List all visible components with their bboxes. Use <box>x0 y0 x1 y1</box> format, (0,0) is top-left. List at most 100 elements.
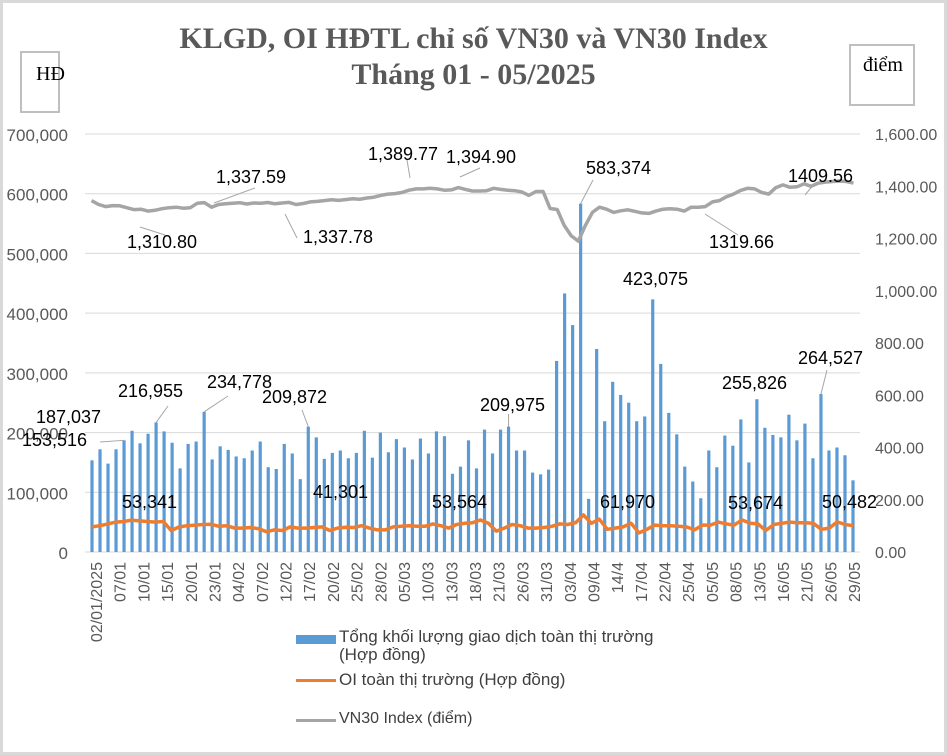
volume-bar <box>667 412 671 552</box>
legend-swatch-vn30 <box>296 719 336 722</box>
x-tick-label: 04/02 <box>231 562 248 602</box>
volume-bar <box>723 435 727 552</box>
volume-bar <box>827 450 831 552</box>
legend-item-vn30[interactable]: VN30 Index (điểm) <box>296 710 472 728</box>
x-tick-label: 20/02 <box>326 562 343 602</box>
volume-bar <box>763 427 767 552</box>
x-tick-label: 12/02 <box>279 562 296 602</box>
volume-bar <box>106 463 110 552</box>
x-tick-label: 05/05 <box>705 562 722 602</box>
volume-data-label: 583,374 <box>586 158 651 178</box>
x-tick-label: 09/04 <box>586 562 603 602</box>
x-tick-label: 13/03 <box>444 562 461 602</box>
volume-bar <box>643 416 647 552</box>
y-right-tick-label: 1,400.00 <box>875 179 937 196</box>
vn30-data-label: 1,394.90 <box>446 147 516 167</box>
volume-bar <box>619 394 623 552</box>
y-left-tick-label: 700,000 <box>7 126 68 145</box>
y-right-tick-label: 200.00 <box>875 493 924 510</box>
volume-bar <box>659 363 663 552</box>
volume-bar <box>266 467 270 552</box>
volume-bar <box>314 437 318 552</box>
y-left-tick-label: 0 <box>59 544 68 563</box>
volume-bar <box>138 443 142 552</box>
volume-bar <box>835 447 839 552</box>
volume-bar <box>691 481 695 552</box>
volume-bar <box>450 473 455 552</box>
x-tick-label: 21/03 <box>492 562 509 602</box>
volume-bar <box>242 458 246 552</box>
volume-bar <box>418 438 423 552</box>
volume-bar <box>338 450 342 552</box>
y-right-tick-label: 1,000.00 <box>875 284 937 301</box>
vn30-data-label-leader <box>213 187 256 204</box>
volume-bar <box>186 443 190 552</box>
volume-bar <box>378 432 382 552</box>
volume-data-label: 255,826 <box>722 373 787 393</box>
volume-data-label: 209,975 <box>480 395 545 415</box>
vn30-data-label-leader <box>406 159 411 179</box>
volume-bar <box>98 449 102 552</box>
volume-bar <box>346 458 350 552</box>
volume-data-label: 153,516 <box>22 430 87 450</box>
volume-bar <box>298 479 302 552</box>
y-left-tick-label: 600,000 <box>7 186 68 205</box>
volume-bar <box>130 430 134 552</box>
volume-bar <box>170 442 174 552</box>
vn30-data-label: 1,337.59 <box>216 167 286 187</box>
oi-line <box>91 513 854 535</box>
volume-bar <box>522 450 527 552</box>
right-axis-unit: điểm <box>863 54 903 76</box>
volume-data-label-leader <box>99 439 125 443</box>
volume-bar <box>514 450 519 552</box>
volume-bar <box>370 457 374 552</box>
volume-bar <box>426 453 431 552</box>
volume-bar <box>530 472 535 552</box>
legend-item-oi[interactable]: OI toàn thị trường (Hợp đồng) <box>296 670 565 690</box>
volume-bar <box>282 443 286 552</box>
volume-bar <box>354 452 358 552</box>
volume-bar <box>234 456 238 552</box>
volume-bar <box>555 360 559 552</box>
x-tick-label: 16/05 <box>776 562 793 602</box>
volume-bar <box>90 460 94 552</box>
legend-item-volume[interactable]: Tổng khối lượng giao dịch toàn thị trườn… <box>296 628 653 664</box>
volume-bar <box>595 348 599 552</box>
volume-bar <box>739 419 743 552</box>
vn30-data-label: 1,337.78 <box>303 227 373 247</box>
volume-data-label: 264,527 <box>798 348 863 368</box>
x-tick-label: 02/01/2025 <box>89 562 106 642</box>
volume-bar <box>787 414 791 552</box>
y-right-tick-label: 800.00 <box>875 336 924 353</box>
volume-bar <box>747 462 751 552</box>
right-axis-unit-box: điểm <box>849 44 915 106</box>
x-tick-label: 07/01 <box>113 562 130 602</box>
y-right-tick-label: 1,200.00 <box>875 232 937 249</box>
volume-bar <box>362 430 366 552</box>
y-right-tick-label: 1,600.00 <box>875 127 937 144</box>
x-tick-label: 23/01 <box>207 562 224 602</box>
volume-bar <box>546 469 551 552</box>
volume-bar <box>146 433 150 552</box>
volume-bar <box>587 498 591 552</box>
x-tick-label: 26/03 <box>515 562 532 602</box>
volume-bar <box>563 293 567 552</box>
oi-data-label: 53,341 <box>122 492 177 512</box>
vn30-data-label: 1409.56 <box>788 166 853 186</box>
chart-subtitle: Tháng 01 - 05/2025 <box>351 58 596 91</box>
volume-data-label-leader <box>580 179 594 204</box>
volume-bar <box>210 459 214 552</box>
vn30-data-label-leader <box>284 213 298 239</box>
x-tick-label: 29/05 <box>847 562 864 602</box>
x-tick-label: 10/01 <box>136 562 153 602</box>
x-tick-label: 25/04 <box>681 562 698 602</box>
legend-label-volume-line1: Tổng khối lượng giao dịch toàn thị trườn… <box>339 627 654 646</box>
volume-bar <box>755 399 759 552</box>
x-tick-label: 20/01 <box>184 562 201 602</box>
legend-label-volume-line2: (Hợp đồng) <box>339 645 426 664</box>
y-left-tick-label: 500,000 <box>7 245 68 264</box>
volume-data-label-leader <box>301 409 309 427</box>
vn30-data-label-leader <box>804 182 816 196</box>
x-tick-label: 28/02 <box>373 562 390 602</box>
